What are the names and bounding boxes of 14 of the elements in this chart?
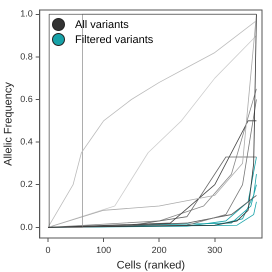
y-tick-label: 0.4 xyxy=(20,136,33,147)
x-tick-label: 0 xyxy=(46,244,51,255)
x-tick-label: 200 xyxy=(152,244,167,255)
x-axis-title: Cells (ranked) xyxy=(116,259,186,272)
y-tick-label: 0.6 xyxy=(20,94,33,104)
y-tick-label: 0.2 xyxy=(20,179,33,190)
x-tick-label: 100 xyxy=(96,244,112,255)
x-tick-label: 300 xyxy=(207,244,222,255)
legend-label: Filtered variants xyxy=(75,34,154,46)
y-tick-label: 0.0 xyxy=(20,222,33,232)
y-tick-label: 0.8 xyxy=(20,51,33,62)
legend-label: All variants xyxy=(75,18,129,30)
y-axis-title: Allelic Frequency xyxy=(2,82,15,166)
y-tick-label: 1.0 xyxy=(20,8,33,19)
